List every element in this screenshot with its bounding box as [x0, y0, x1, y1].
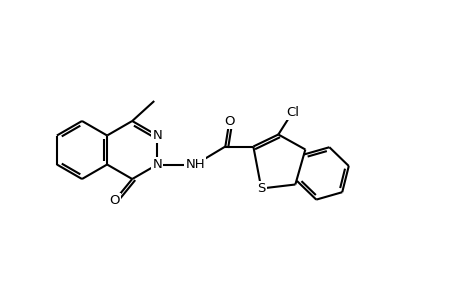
- Text: Cl: Cl: [285, 106, 298, 119]
- Text: S: S: [257, 182, 265, 195]
- Text: NH: NH: [185, 158, 205, 171]
- Text: N: N: [152, 129, 162, 142]
- Text: O: O: [109, 194, 119, 208]
- Text: O: O: [224, 115, 234, 128]
- Text: N: N: [152, 158, 162, 171]
